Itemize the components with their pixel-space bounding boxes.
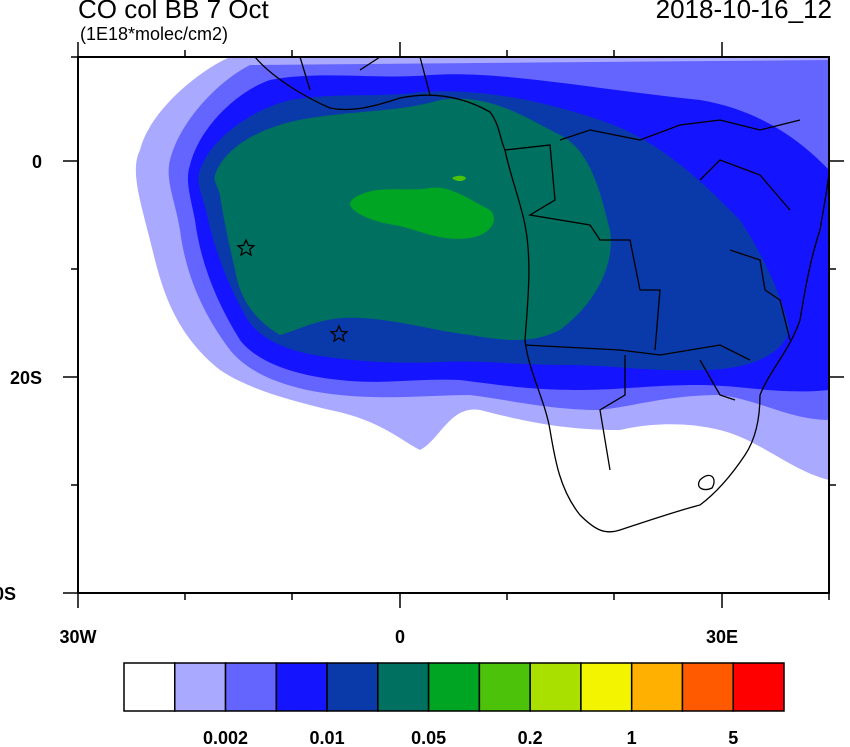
border-4 — [699, 359, 736, 401]
colorbar-swatch-3 — [275, 662, 328, 712]
border-1 — [504, 144, 661, 351]
axis-ticks — [63, 42, 844, 608]
colorbar-label-4: 1 — [627, 728, 637, 747]
site-markers — [236, 238, 349, 343]
border-8 — [729, 249, 791, 341]
lat-tick-20s: 20S — [10, 368, 42, 388]
units-label: (1E18*molec/cm2) — [80, 24, 229, 44]
contour-green-small — [452, 175, 466, 181]
lat-tick-0: 0 — [32, 152, 42, 172]
lake — [697, 474, 715, 491]
colorbar-swatch-5 — [377, 662, 430, 712]
africa-west-coast — [504, 149, 761, 533]
lon-tick-30e: 30E — [706, 627, 738, 647]
colorbar-label-5: 5 — [728, 728, 738, 747]
colorbar-swatch-1 — [174, 662, 227, 712]
colorbar-labels: 0.002 0.01 0.05 0.2 1 5 — [203, 728, 738, 747]
colorbar-label-2: 0.05 — [411, 728, 446, 747]
colorbar-swatch-12 — [732, 662, 785, 712]
colorbar-label-0: 0.002 — [203, 728, 248, 747]
border-3 — [599, 355, 626, 471]
colorbar-swatch-4 — [326, 662, 379, 712]
border-5 — [559, 119, 801, 141]
west-africa-coast — [254, 57, 506, 151]
colorbar-swatch-9 — [580, 662, 633, 712]
border-2 — [524, 344, 751, 361]
colorbar-swatch-2 — [224, 662, 278, 712]
colorbar-swatch-10 — [630, 662, 684, 712]
plot-title: CO col BB 7 Oct — [78, 0, 269, 24]
africa-east-coast — [759, 169, 829, 396]
border-6 — [699, 159, 791, 211]
star-marker-1 — [236, 238, 256, 257]
colorbar-label-1: 0.01 — [310, 728, 345, 747]
lon-tick-30w: 30W — [59, 627, 96, 647]
lon-tick-0: 0 — [395, 627, 405, 647]
colorbar-swatch-6 — [427, 662, 481, 712]
plot-frame — [77, 56, 830, 594]
coastlines — [254, 57, 829, 533]
lat-tick-40s: 40S — [0, 584, 16, 604]
colorbar-swatch-0 — [123, 662, 176, 712]
contour-green — [350, 187, 494, 239]
colorbar — [123, 662, 785, 712]
colorbar-swatch-11 — [681, 662, 734, 712]
border-7 — [299, 57, 431, 96]
plume-field — [78, 57, 829, 593]
colorbar-swatch-7 — [478, 662, 531, 712]
datetime-label: 2018-10-16_12 — [655, 0, 832, 24]
colorbar-swatch-8 — [529, 662, 582, 712]
colorbar-label-3: 0.2 — [518, 728, 543, 747]
star-marker-2 — [329, 324, 349, 343]
